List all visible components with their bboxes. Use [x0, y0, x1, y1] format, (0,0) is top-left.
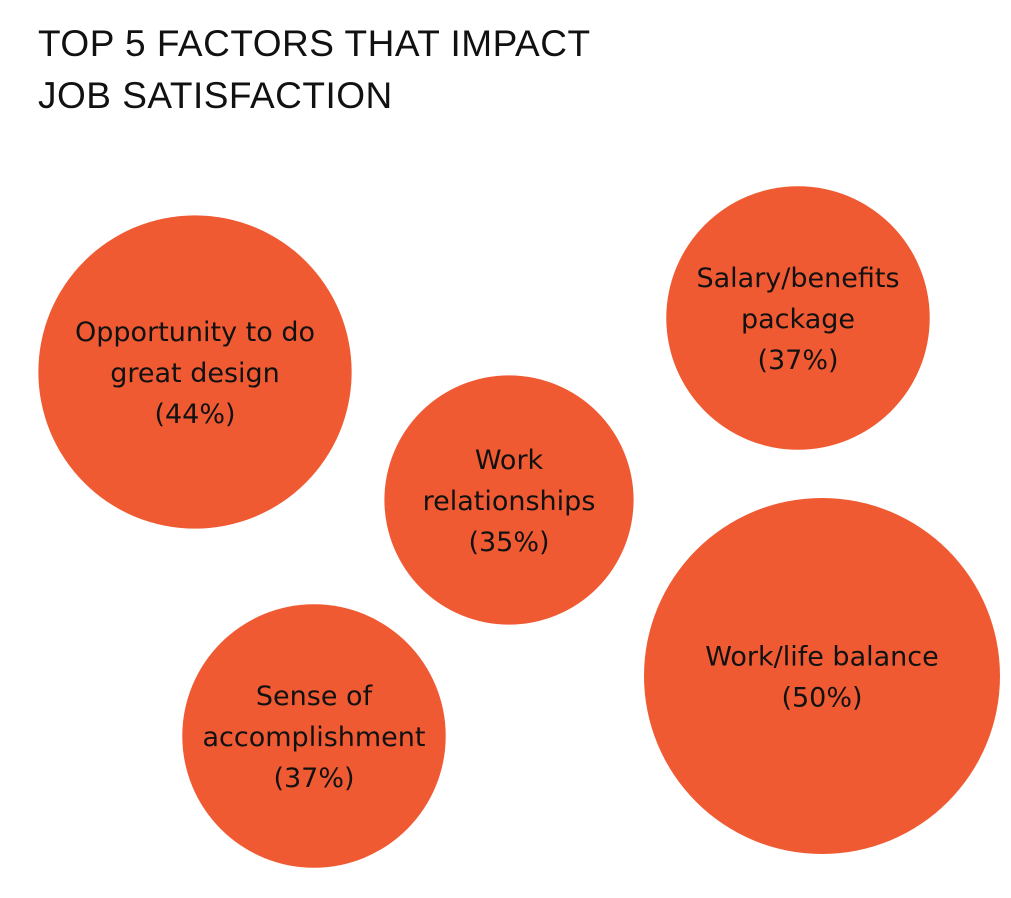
bubble-label-opportunity-1: Opportunity to do — [75, 317, 315, 348]
bubble-opportunity: Opportunity to do great design (44%) — [38, 215, 352, 529]
bubble-circle-accomplishment — [182, 604, 446, 868]
bubble-value-accomplishment: (37%) — [273, 763, 354, 794]
bubble-label-salary-1: Salary/benefits — [696, 263, 899, 294]
bubble-circle-salary — [666, 186, 930, 450]
chart-title: TOP 5 FACTORS THAT IMPACT JOB SATISFACTI… — [38, 18, 591, 122]
bubble-label-relationships-1: Work — [475, 445, 544, 476]
chart-title-line-2: JOB SATISFACTION — [38, 75, 393, 116]
bubble-accomplishment: Sense of accomplishment (37%) — [182, 604, 446, 868]
bubble-circle-relationships — [384, 375, 634, 625]
bubble-label-accomplishment-1: Sense of — [256, 681, 374, 712]
bubble-circle-balance — [644, 498, 1000, 854]
bubble-label-opportunity-2: great design — [110, 358, 280, 389]
bubble-value-opportunity: (44%) — [154, 399, 235, 430]
bubble-circle-opportunity — [38, 215, 352, 529]
bubble-value-salary: (37%) — [757, 345, 838, 376]
bubble-label-salary-2: package — [741, 304, 855, 335]
bubble-salary: Salary/benefits package (37%) — [666, 186, 930, 450]
bubble-value-relationships: (35%) — [468, 527, 549, 558]
bubble-label-relationships-2: relationships — [423, 486, 596, 517]
chart-title-line-1: TOP 5 FACTORS THAT IMPACT — [38, 23, 591, 64]
bubble-label-accomplishment-2: accomplishment — [203, 722, 426, 753]
bubble-relationships: Work relationships (35%) — [384, 375, 634, 625]
bubble-value-balance: (50%) — [781, 683, 862, 714]
bubble-balance: Work/life balance (50%) — [644, 498, 1000, 854]
bubble-label-balance-1: Work/life balance — [705, 642, 938, 673]
